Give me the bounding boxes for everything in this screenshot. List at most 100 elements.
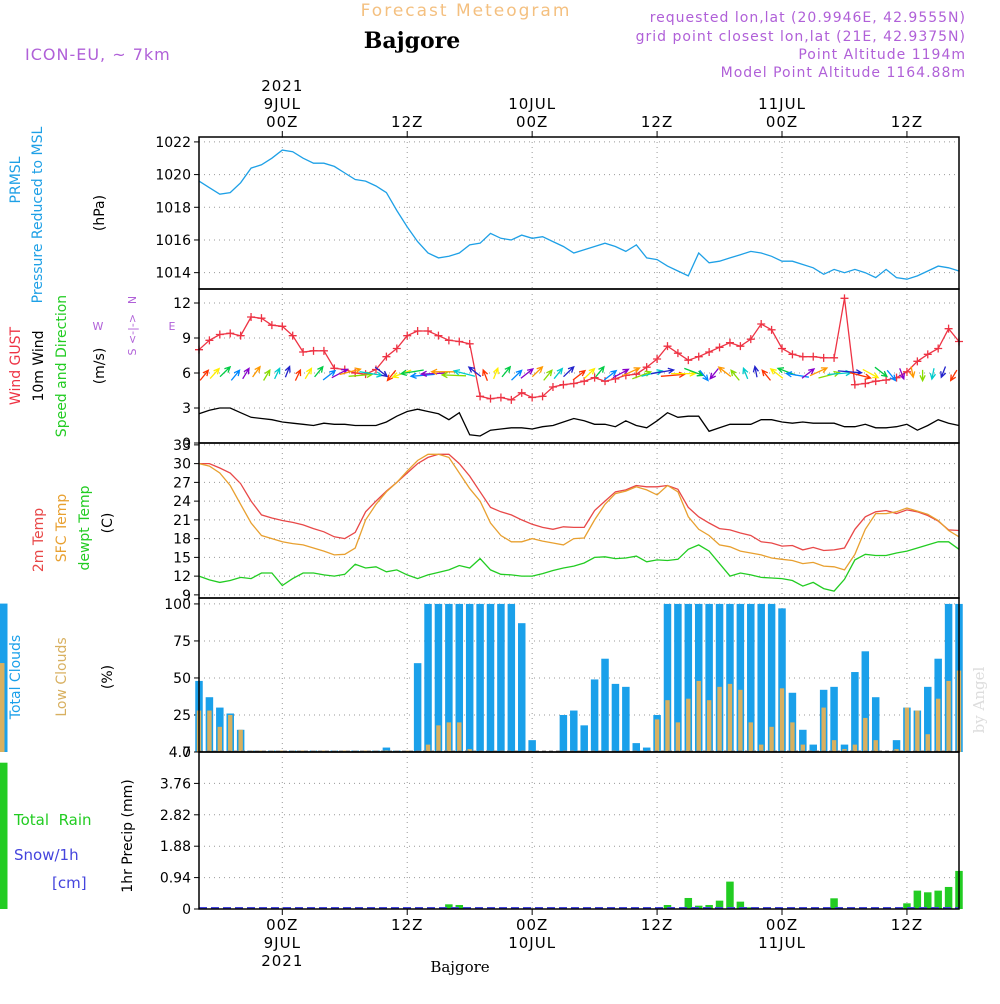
bar-total-clouds (871, 697, 880, 752)
gust-marker (684, 356, 693, 365)
y-tick-label: 1.88 (160, 839, 191, 855)
gust-marker (309, 346, 318, 355)
bar-low-clouds (727, 683, 733, 752)
t2m-label: 2m Temp (31, 508, 47, 572)
bar-low-clouds (748, 722, 753, 752)
wind-arrow (929, 368, 937, 381)
gust-marker (455, 337, 464, 346)
y-tick-label: 24 (173, 494, 191, 510)
y-tick-label: 6 (182, 366, 191, 382)
wind-arrow (501, 365, 512, 378)
wind-arrow (511, 369, 523, 381)
wind-arrow (467, 366, 482, 378)
top-axis-label: 11JUL (758, 95, 806, 113)
compass-n: N (126, 296, 139, 304)
wind-arrow (761, 369, 772, 381)
bar-total-clouds (632, 743, 641, 752)
gust-marker (507, 395, 516, 404)
y-tick-label: 0 (182, 436, 191, 452)
bar-low-clouds (759, 744, 764, 752)
bar-low-clouds (467, 749, 472, 752)
bar-total-rain (455, 904, 464, 909)
bar-total-clouds (590, 679, 599, 752)
bar-low-clouds (217, 726, 223, 752)
bar-low-clouds (706, 700, 712, 752)
gust-marker (496, 393, 505, 402)
y-tick-label: 100 (164, 597, 191, 613)
wind-arrow (482, 368, 489, 381)
gust-marker (653, 355, 662, 363)
bar-total-clouds (517, 623, 526, 752)
compass-w: W (93, 320, 104, 333)
bar-low-clouds (800, 744, 806, 752)
y-tick-label: 75 (173, 634, 191, 650)
bar-total-clouds (861, 651, 870, 752)
bar-total-rain (830, 898, 838, 909)
point-altitude: Point Altitude 1194m (798, 47, 966, 63)
y-tick-label: 18 (173, 532, 191, 548)
top-axis-label: 12Z (891, 113, 923, 131)
bar-total-clouds (715, 603, 724, 752)
bar-total-clouds (382, 747, 391, 752)
bottom-axis-label: 11JUL (758, 934, 806, 952)
wind-arrow (520, 367, 535, 379)
gust-marker (403, 331, 412, 340)
series-line-10m-wind (198, 407, 960, 437)
wind-arrow (660, 371, 686, 378)
bar-low-clouds (915, 710, 920, 752)
bottom-axis-label: 2021 (261, 952, 303, 970)
wind-arrow (304, 367, 313, 380)
wind-arrow (898, 368, 905, 381)
wind-arrow (699, 369, 709, 382)
bar-total-clouds (497, 603, 505, 752)
wind-arrow (274, 366, 281, 380)
bar-total-rain (0, 884, 8, 909)
bottom-axis-label: 00Z (516, 916, 548, 934)
y-tick-label: 25 (173, 708, 191, 724)
y-tick-label: 0 (182, 902, 191, 918)
gust-marker (528, 393, 537, 402)
gust-marker (705, 348, 714, 356)
bar-low-clouds (425, 744, 431, 752)
y-tick-label: 1018 (155, 200, 191, 216)
bar-low-clouds (238, 729, 243, 752)
series-line-sfc-temp (198, 453, 960, 571)
top-axis-label: 12Z (391, 113, 423, 131)
gust-marker (788, 350, 797, 359)
bar-total-clouds (642, 747, 651, 752)
series-line-dewpt-temp (198, 541, 960, 592)
y-tick-label: 21 (173, 513, 191, 529)
wind-arrow (671, 370, 697, 377)
bottom-axis-label: 00Z (766, 916, 798, 934)
wind-arrow (886, 369, 897, 382)
gust-marker (840, 294, 849, 303)
model-altitude: Model Point Altitude 1164.88m (721, 65, 966, 81)
bar-total-clouds (622, 686, 630, 752)
bar-total-clouds (507, 603, 516, 752)
gust-marker (601, 377, 610, 386)
gust-marker (382, 352, 391, 361)
bar-total-clouds (465, 603, 474, 752)
bar-total-clouds (840, 744, 849, 752)
gust-marker (424, 327, 433, 335)
gust-marker (392, 344, 401, 353)
bar-total-clouds (757, 603, 765, 752)
y-tick-label: 1014 (155, 266, 191, 282)
panel-temperature: 9 12 15 18 21 24 27 30 33 (173, 438, 960, 604)
wind-arrow (583, 367, 596, 379)
y-tick-label: 27 (173, 475, 191, 491)
gust-marker (819, 353, 828, 362)
bar-total-clouds (736, 603, 745, 752)
model-name: ICON-EU, ~ 7km (25, 45, 171, 64)
wind-arrow (294, 368, 302, 381)
panel-wind: 0 3 6 9 12 (173, 289, 963, 452)
gust-marker (465, 339, 474, 348)
bar-total-clouds (445, 603, 453, 752)
wind-arrow (919, 369, 926, 383)
top-axis-label: 10JUL (508, 95, 556, 113)
wind-arrow (730, 369, 740, 381)
compass-mid: <-|-> (126, 314, 139, 344)
snow-unit: [cm] (52, 874, 87, 892)
bar-total-clouds (778, 608, 786, 752)
